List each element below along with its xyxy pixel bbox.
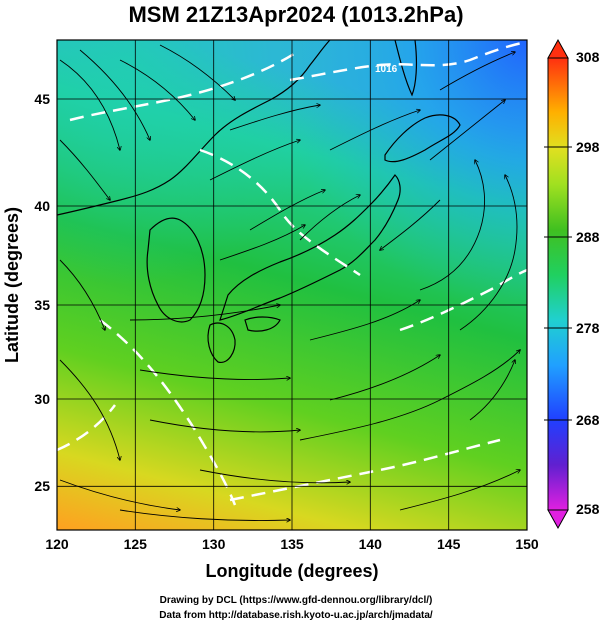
credit-drawing: Drawing by DCL (https://www.gfd-dennou.o… <box>160 595 433 606</box>
streamline <box>59 139 110 200</box>
y-tick-label: 25 <box>34 478 50 494</box>
isobar-label: 1016 <box>375 64 398 75</box>
x-tick-label: 125 <box>124 536 148 552</box>
coastlines <box>57 40 461 364</box>
credit-data-source: Data from http://database.rish.kyoto-u.a… <box>159 610 433 621</box>
x-axis-label: Longitude (degrees) <box>205 561 378 581</box>
streamline <box>219 225 305 261</box>
streamline <box>59 59 120 150</box>
map-title: MSM 21Z13Apr2024 (1013.2hPa) <box>128 2 463 27</box>
streamline <box>79 49 150 140</box>
streamline <box>419 160 485 291</box>
coastline-shikoku <box>244 316 281 332</box>
isobar-line <box>399 268 527 332</box>
streamline <box>229 105 320 131</box>
coastline-honshu <box>219 174 401 321</box>
streamline <box>129 305 280 321</box>
colorbar-tick-label: 288 <box>576 229 599 245</box>
colorbar-scale <box>547 57 569 511</box>
streamline <box>59 359 120 460</box>
plot-frame <box>56 39 528 531</box>
coastline-korea <box>146 217 206 323</box>
isobar-line <box>99 319 237 506</box>
isobar-line <box>69 48 301 122</box>
streamline <box>159 44 235 100</box>
y-axis-label: Latitude (degrees) <box>2 207 22 363</box>
streamline <box>380 199 441 250</box>
streamline <box>139 369 290 380</box>
streamline <box>439 52 515 91</box>
x-tick-label: 145 <box>437 536 461 552</box>
coastline-asia-mainland <box>57 40 331 216</box>
colorbar-tick-label: 268 <box>576 412 599 428</box>
isobar-line <box>229 438 501 502</box>
streamline <box>469 360 515 421</box>
colorbar-tick-label: 308 <box>576 49 599 65</box>
y-axis: 25 30 35 40 45 Latitude (degrees) <box>2 91 50 494</box>
streamline <box>199 469 350 483</box>
streamline <box>429 100 505 161</box>
streamline <box>309 300 420 341</box>
colorbar: 258 268 278 288 298 308 <box>544 38 599 530</box>
colorbar-tick-label: 298 <box>576 139 599 155</box>
isobar-line <box>289 40 527 82</box>
x-tick-label: 120 <box>45 536 69 552</box>
x-tick-label: 135 <box>280 536 304 552</box>
x-axis: 120 125 130 135 140 145 150 Longitude (d… <box>45 536 539 581</box>
x-tick-label: 140 <box>359 536 383 552</box>
streamlines <box>59 44 520 521</box>
coastline-sakhalin <box>394 40 418 97</box>
streamline <box>59 259 105 330</box>
colorbar-tick-label: 258 <box>576 501 599 517</box>
streamline <box>399 470 520 511</box>
colorbar-upper-triangle <box>547 38 569 59</box>
grid-lines <box>57 40 527 530</box>
isobars <box>57 40 527 506</box>
streamline <box>209 140 300 181</box>
streamline <box>329 110 420 151</box>
streamline <box>329 355 440 401</box>
streamline <box>119 509 290 521</box>
streamline <box>119 59 195 120</box>
isobar-line <box>199 148 361 277</box>
x-tick-label: 150 <box>515 536 539 552</box>
plot-area: 1016 <box>57 40 527 530</box>
isobar-line <box>57 404 116 452</box>
streamline <box>299 350 520 441</box>
y-tick-label: 40 <box>34 198 50 214</box>
coastline-hokkaido <box>384 114 461 163</box>
coastline-kyushu <box>207 322 236 364</box>
streamline <box>59 479 180 510</box>
y-tick-label: 45 <box>34 91 50 107</box>
streamline <box>459 175 518 331</box>
streamline <box>149 419 300 432</box>
colorbar-tick-label: 278 <box>576 320 599 336</box>
y-tick-label: 35 <box>34 297 50 313</box>
colorbar-lower-triangle <box>547 509 569 530</box>
y-tick-label: 30 <box>34 391 50 407</box>
x-tick-label: 130 <box>202 536 226 552</box>
streamline <box>299 195 360 241</box>
streamline <box>249 190 325 231</box>
